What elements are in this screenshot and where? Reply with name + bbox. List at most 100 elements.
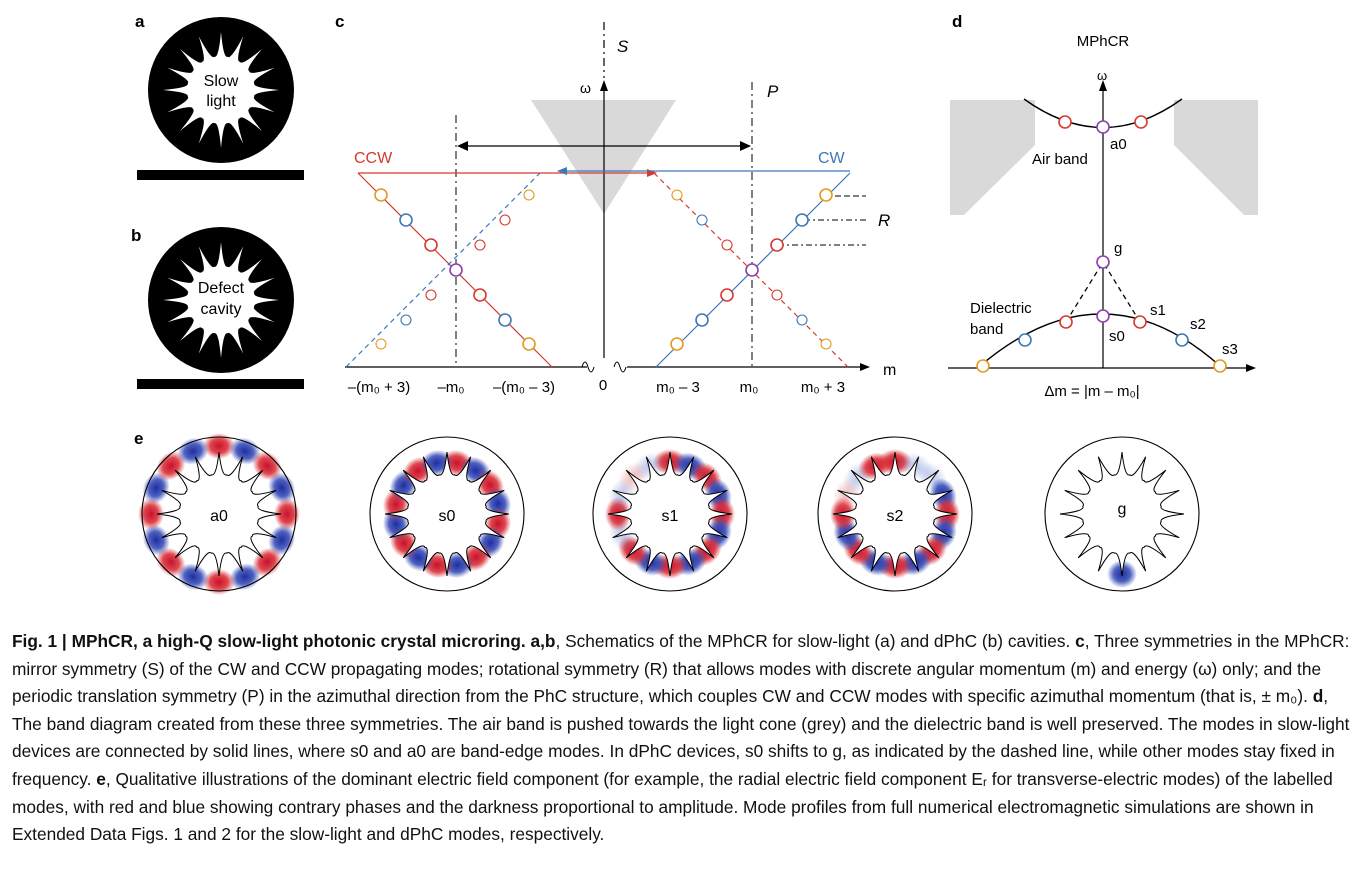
label-m-axis: m: [883, 362, 896, 379]
tick-label-m0-minus-3: m₀ – 3: [656, 379, 700, 396]
label-dielectric-2: band: [970, 321, 1003, 338]
field-lobe: [274, 498, 300, 530]
panel-a: Slow light: [137, 17, 304, 180]
label-omega-c: ω: [580, 80, 591, 96]
mode-s3-right: [1213, 359, 1227, 373]
ccw-mode-m0m1: [473, 288, 487, 302]
ghost-mode-12: [820, 338, 832, 350]
label-s0: s0: [1109, 328, 1125, 345]
caption-c: , Three symmetries in the MPhCR: mirror …: [12, 631, 1350, 707]
ghost-mode-9: [721, 239, 733, 251]
omega-arrow-c: [600, 80, 608, 91]
label-omega-d: ω: [1097, 68, 1107, 83]
axis-break-mark: [581, 361, 627, 373]
label-s3: s3: [1222, 341, 1238, 358]
caption-d: , The band diagram created from these th…: [12, 686, 1350, 789]
mode-profile-s1: [592, 436, 748, 592]
figure-caption: Fig. 1 | MPhCR, a high-Q slow-light phot…: [12, 628, 1357, 849]
mode-profile-s2: [817, 436, 973, 592]
cw-mode-m0m1: [720, 288, 734, 302]
label-s2: s2: [1190, 316, 1206, 333]
ghost-mode-5: [400, 314, 412, 326]
label-r: R: [878, 211, 890, 230]
omega-arrow-d: [1099, 80, 1107, 91]
title-mphcr: MPhCR: [1077, 33, 1130, 50]
ccw-arrow: [647, 169, 657, 177]
ghost-mode-3: [474, 239, 486, 251]
cw-mode-m0m2: [695, 313, 709, 327]
panel-a-label-1: Slow: [204, 73, 239, 90]
mode-label-s1: s1: [662, 508, 679, 525]
tick-label-m0-plus-3: m₀ + 3: [801, 379, 845, 396]
mode-g: [1096, 255, 1110, 269]
mode-a0: [1096, 120, 1110, 134]
caption-c-label: c: [1075, 631, 1085, 651]
ccw-mode-m0p1: [424, 238, 438, 252]
panel-label-e: e: [134, 429, 143, 448]
tick-label-neg-m0: –m₀: [437, 379, 464, 396]
panel-label-b: b: [131, 226, 141, 245]
center-mode-neg-m0: [449, 263, 463, 277]
cw-arrow: [557, 167, 567, 175]
label-cw: CW: [818, 150, 846, 167]
panel-a-label-2: light: [206, 93, 236, 110]
ghost-mode-8: [696, 214, 708, 226]
dphc-dash-right: [1102, 261, 1141, 323]
dphc-dash-left: [1065, 261, 1104, 323]
tick-label-m0: m₀: [740, 379, 759, 396]
dm-axis-arrow: [1246, 364, 1256, 372]
star-outline: [156, 451, 282, 577]
ring-outline: [817, 436, 973, 592]
star-outline: [607, 451, 733, 577]
mode-s0: [1096, 309, 1110, 323]
ghost-mode-7: [671, 189, 683, 201]
mode-air-left: [1058, 115, 1072, 129]
mode-label-g: g: [1118, 501, 1127, 518]
label-p: P: [767, 82, 779, 101]
caption-e-label: e: [96, 768, 106, 789]
ghost-mode-6: [375, 338, 387, 350]
ccw-mode-m0m3: [522, 337, 536, 351]
panel-b-label-1: Defect: [198, 280, 245, 297]
waveguide-a: [137, 170, 304, 180]
ring-outline: [369, 436, 525, 592]
ghost-mode-1: [523, 189, 535, 201]
ghost-mode-2: [499, 214, 511, 226]
star-outline: [1059, 451, 1185, 577]
caption-e: , Qualitative illustrations of the domin…: [12, 768, 1333, 845]
label-a0: a0: [1110, 136, 1127, 153]
light-cone-d-left: [950, 100, 1035, 215]
label-ccw: CCW: [354, 150, 393, 167]
mode-s3-left: [976, 359, 990, 373]
mode-profile-g: [1044, 436, 1200, 592]
p-arrow-right: [740, 141, 751, 151]
star-cavity-a: [163, 32, 279, 148]
ring-outline: [141, 436, 297, 592]
tick-label-neg-m0-minus-3: –(m₀ – 3): [493, 379, 555, 396]
panel-b: Defect cavity: [137, 227, 304, 389]
caption-ab: , Schematics of the MPhCR for slow-light…: [555, 631, 1071, 651]
caption-ab-label: a,b: [530, 631, 556, 651]
center-mode-m0: [745, 263, 759, 277]
panel-b-label-2: cavity: [201, 301, 242, 318]
mode-label-s0: s0: [439, 508, 456, 525]
label-dielectric-1: Dielectric: [970, 300, 1032, 317]
cw-dashed-band: [345, 172, 541, 368]
ccw-mode-m0m2: [498, 313, 512, 327]
label-g: g: [1114, 240, 1122, 257]
ghost-mode-4: [425, 289, 437, 301]
mode-label-s2: s2: [887, 508, 904, 525]
mode-profile-s0: [369, 436, 525, 592]
panel-e: a0 s0 s1 s2 g: [138, 433, 1200, 595]
ring-outline: [1044, 436, 1200, 592]
mode-markers-d: [976, 115, 1227, 373]
tick-label-neg-m0-plus-3: –(m₀ + 3): [348, 379, 411, 396]
panel-c: S P R ω m CCW CW –(m₀ + 3) –m₀ –(m₀ – 3)…: [345, 22, 896, 396]
star-outline: [832, 451, 958, 577]
caption-lead: Fig. 1 | MPhCR, a high-Q slow-light phot…: [12, 631, 526, 651]
panel-e-labels: a0 s0 s1 s2 g: [210, 501, 1126, 525]
ccw-mode-m0p2: [399, 213, 413, 227]
waveguide-b: [137, 379, 304, 389]
panel-label-d: d: [952, 12, 962, 31]
